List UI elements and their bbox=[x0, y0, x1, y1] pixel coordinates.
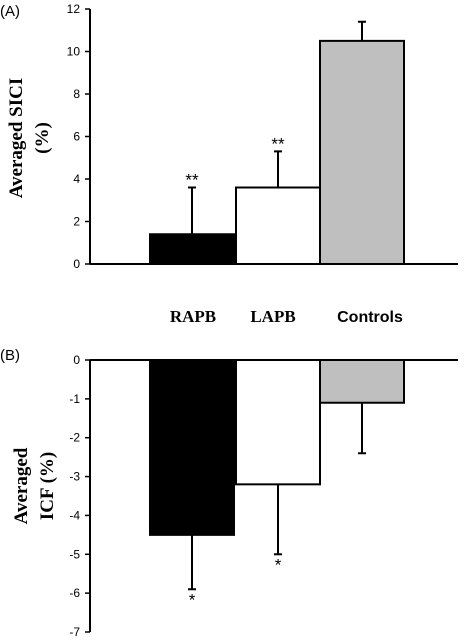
category-label: RAPB bbox=[170, 307, 216, 326]
bar bbox=[319, 359, 405, 404]
y-tick-label: 6 bbox=[73, 130, 80, 144]
panel-label: (A) bbox=[0, 3, 20, 20]
panel-a: (A) 0 2 4 6 8 10 12 ** ** Averaged SICI (%) bbox=[0, 2, 458, 271]
bar bbox=[149, 359, 235, 536]
y-tick-label: 4 bbox=[73, 172, 80, 186]
y-tick-label: 2 bbox=[73, 215, 80, 229]
category-labels: RAPB LAPB Controls bbox=[170, 307, 403, 326]
y-tick-label: 10 bbox=[67, 45, 81, 59]
y-tick-label: -5 bbox=[69, 547, 80, 561]
significance-mark: ** bbox=[185, 171, 199, 190]
significance-mark: * bbox=[189, 590, 196, 609]
significance-mark: ** bbox=[271, 134, 285, 153]
panel-b: (B) 0 -1 -2 -3 -4 -5 -6 -7 * * Averaged ICF (%) bbox=[0, 347, 458, 639]
y-axis-label-line: Averaged SICI bbox=[6, 78, 27, 199]
category-label: LAPB bbox=[250, 307, 295, 326]
y-tick-label: -6 bbox=[69, 586, 80, 600]
y-tick-label: -4 bbox=[69, 508, 80, 522]
y-axis-label-line: ICF (%) bbox=[37, 452, 58, 520]
bar bbox=[319, 39, 405, 265]
panel-label: (B) bbox=[0, 347, 20, 364]
bar bbox=[235, 186, 321, 265]
y-tick-label: -1 bbox=[69, 392, 80, 406]
bar bbox=[149, 233, 235, 265]
y-tick-label: -2 bbox=[69, 431, 80, 445]
significance-mark: * bbox=[275, 555, 282, 574]
y-tick-label: -7 bbox=[69, 625, 80, 639]
y-tick-label: 8 bbox=[73, 87, 80, 101]
category-label: Controls bbox=[337, 309, 403, 326]
y-tick-label: 0 bbox=[73, 257, 80, 271]
y-tick-label: 0 bbox=[73, 353, 80, 367]
y-axis-label-line: (%) bbox=[32, 122, 53, 154]
y-tick-label: 12 bbox=[67, 2, 81, 16]
bar bbox=[235, 359, 321, 486]
y-tick-label: -3 bbox=[69, 470, 80, 484]
y-axis-label-line: Averaged bbox=[11, 447, 32, 524]
y-axis-label: Averaged ICF (%) bbox=[11, 447, 58, 524]
y-axis-label: Averaged SICI (%) bbox=[6, 78, 53, 199]
